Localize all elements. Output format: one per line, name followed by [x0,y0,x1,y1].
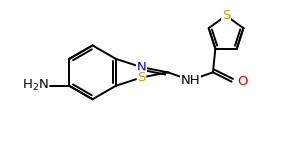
Text: S: S [222,9,230,22]
Text: H$_2$N: H$_2$N [21,78,48,93]
Text: N: N [136,61,146,74]
Text: S: S [137,71,146,84]
Text: O: O [237,75,247,88]
Text: NH: NH [181,74,200,87]
